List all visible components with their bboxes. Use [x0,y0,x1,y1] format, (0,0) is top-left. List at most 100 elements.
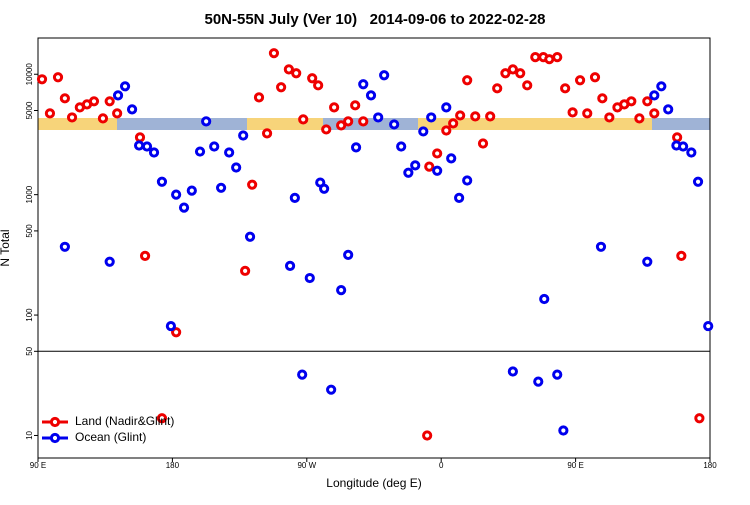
point [336,120,347,131]
point [350,100,361,111]
x-tick-label: 180 [166,461,180,470]
point [500,68,511,79]
plot-frame [37,37,711,459]
point [104,256,115,267]
point [663,104,674,115]
point [139,250,151,262]
point [462,75,473,86]
y-tick-label: 10 [25,430,34,439]
point [247,179,258,190]
point [424,161,435,172]
point [231,162,242,173]
point [426,112,437,123]
point [276,82,287,93]
point [567,107,578,118]
point [515,68,526,79]
point [52,72,64,83]
point [253,92,265,103]
point [88,96,100,107]
point [283,64,294,75]
point [350,142,362,153]
y-tick-label: 5000 [25,101,34,119]
point [373,112,384,123]
point [240,265,251,276]
x-tick-label: 90 E [567,461,583,470]
point [97,113,109,124]
point [112,108,123,119]
point [194,146,206,157]
point [672,132,683,143]
point [462,175,473,186]
point [304,272,315,284]
point [492,83,503,94]
point [560,83,571,94]
point [432,165,443,176]
point [238,130,249,141]
point [119,81,131,92]
point [418,126,429,137]
point [365,90,377,101]
point [454,192,465,203]
point [441,102,452,113]
point [470,111,481,122]
point [522,80,533,91]
legend-marker [49,416,61,428]
point [313,80,324,91]
point [171,189,182,200]
point [358,79,369,90]
point [558,425,569,436]
legend-label: Ocean (Glint) [75,430,146,444]
point [329,102,340,113]
point [694,413,705,424]
point [485,111,496,122]
point [544,54,555,65]
point [165,320,177,332]
point [692,176,704,187]
point [201,116,212,127]
point [59,241,70,252]
point [642,96,653,107]
point [209,141,220,152]
point [396,141,407,152]
x-tick-label: 0 [439,461,444,470]
point [597,93,608,104]
point [126,104,138,115]
x-tick-label: 90 E [30,461,46,470]
x-axis-label: Longitude (deg E) [326,476,421,490]
point [343,116,354,127]
x-tick-label: 180 [703,461,717,470]
point [66,112,78,123]
point [446,153,457,164]
point [582,108,593,119]
chart-title: 50N-55N July (Ver 10) 2014-09-06 to 2022… [204,11,545,28]
point [477,138,489,149]
point [432,148,443,159]
point [676,250,687,262]
point [326,384,337,395]
point [321,124,332,135]
point [358,116,369,127]
point [244,231,256,242]
point [112,90,124,101]
point [186,185,197,196]
point [261,128,273,139]
point [297,369,308,380]
point [649,108,660,119]
y-axis-label: N Total [0,229,12,266]
point [595,241,607,252]
point [298,114,309,125]
y-tick-label: 1000 [25,185,34,203]
y-tick-label: 10000 [25,63,34,86]
legend-label: Land (Nadir&Glint) [75,414,174,428]
point [178,202,190,213]
point [156,176,168,187]
point [156,413,168,424]
point [574,75,586,86]
y-tick-label: 500 [25,224,34,238]
point [59,93,70,104]
y-tick-label: 50 [25,346,34,355]
point [448,118,459,129]
point [36,74,48,85]
point [319,183,330,194]
point [104,96,115,107]
